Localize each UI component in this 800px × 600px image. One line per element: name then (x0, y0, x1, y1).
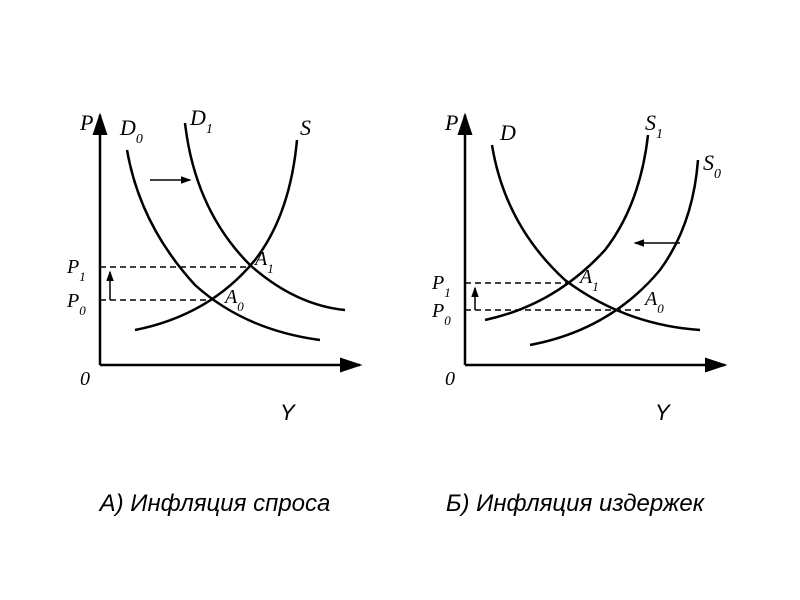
label-s: S (300, 115, 311, 140)
chart-b: P D S1 S0 P1 P0 A1 A0 0 (420, 105, 740, 405)
label-s0: S0 (703, 150, 721, 182)
label-p1-b: P1 (431, 272, 451, 300)
x-axis-label-a: Y (280, 400, 295, 426)
x-axis-label-b: Y (655, 400, 670, 426)
label-a1-b: A1 (578, 266, 599, 294)
caption-b: Б) Инфляция издержек (415, 490, 735, 518)
label-p-a: P (79, 110, 93, 135)
label-d1: D1 (189, 105, 213, 137)
label-p0-b: P0 (431, 300, 451, 328)
label-p0-a: P0 (66, 290, 86, 318)
chart-b-svg: P D S1 S0 P1 P0 A1 A0 0 (420, 105, 740, 405)
label-origin-b: 0 (445, 368, 455, 390)
chart-a-svg: P D0 D1 S P1 P0 A1 A0 0 (55, 105, 375, 405)
label-d0: D0 (119, 115, 143, 147)
label-origin-a: 0 (80, 368, 90, 390)
label-p1-a: P1 (66, 256, 86, 284)
caption-a: А) Инфляция спроса (65, 490, 365, 518)
label-a0-b: A0 (643, 288, 664, 316)
label-d: D (499, 120, 516, 145)
label-p-b: P (444, 110, 458, 135)
chart-a: P D0 D1 S P1 P0 A1 A0 0 (55, 105, 375, 405)
